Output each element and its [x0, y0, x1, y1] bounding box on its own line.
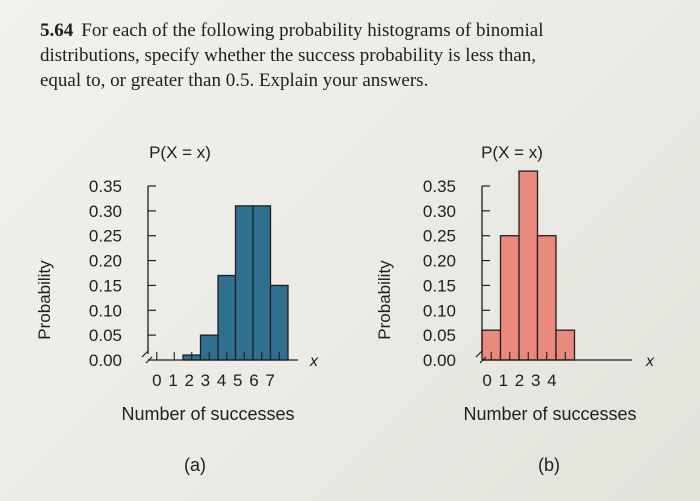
histogram-bar	[269, 284, 289, 361]
histogram-bar	[234, 205, 254, 361]
y-tick-label: 0.15	[423, 276, 456, 295]
problem-text-3: equal to, or greater than 0.5. Explain y…	[40, 70, 429, 91]
problem-number: 5.64	[40, 20, 74, 41]
y-tick-label: 0.35	[89, 177, 122, 196]
y-tick-label: 0.25	[89, 227, 122, 246]
chart-a-y-ticks: 0.00 0.05 0.10 0.15 0.20 0.25 0.30 0.35	[89, 177, 156, 370]
chart-b-xticks: 0 1 2 3 4	[482, 371, 557, 390]
chart-b-xlabel: Number of successes	[463, 404, 636, 424]
y-tick-label: 0.20	[423, 252, 456, 271]
chart-a-ylabel: Probability	[35, 260, 54, 340]
chart-b-y-ticks: 0.00 0.05 0.10 0.15 0.20 0.25 0.30 0.35	[423, 177, 490, 370]
y-tick-label: 0.05	[423, 326, 456, 345]
y-tick-label: 0.10	[89, 301, 122, 320]
histogram-a: P(X = x) Probability 0.00 0.05 0.10 0.15 0.2…	[30, 130, 350, 435]
chart-b-title: P(X = x)	[481, 143, 543, 162]
chart-b-ylabel: Probability	[375, 260, 394, 340]
y-tick-label: 0.05	[89, 326, 122, 345]
caption-a: (a)	[184, 455, 206, 475]
problem-line-1: 5.64 For each of the following probabilit…	[40, 18, 660, 43]
caption-b: (b)	[538, 455, 560, 475]
histogram-bar	[518, 170, 539, 361]
y-tick-label: 0.10	[423, 301, 456, 320]
y-tick-label: 0.30	[423, 202, 456, 221]
histogram-bar	[217, 274, 237, 361]
histogram-b-svg: P(X = x) Probability 0.00 0.05 0.10 0.15 0.2…	[375, 143, 655, 424]
histogram-bar	[536, 235, 557, 361]
y-tick-label: 0.00	[423, 351, 456, 370]
chart-a-xlabel: Number of successes	[121, 404, 294, 424]
y-tick-label: 0.20	[89, 252, 122, 271]
y-tick-label: 0.00	[89, 351, 122, 370]
problem-statement: 5.64 For each of the following probabilit…	[40, 18, 660, 93]
chart-b-axes	[475, 186, 632, 364]
chart-a-x-symbol: x	[309, 353, 319, 370]
chart-a-axes	[141, 186, 298, 364]
problem-text-2: distributions, specify whether the succe…	[40, 45, 537, 66]
y-tick-label: 0.30	[89, 202, 122, 221]
axis-break-mark	[475, 350, 487, 364]
axis-break-mark	[141, 350, 153, 364]
histogram-a-svg: P(X = x) Probability 0.00 0.05 0.10 0.15 0.2…	[35, 143, 319, 424]
problem-text-1: For each of the following probability hi…	[81, 20, 544, 41]
chart-a-title: P(X = x)	[149, 143, 211, 162]
histogram-b: P(X = x) Probability 0.00 0.05 0.10 0.15 0.2…	[370, 130, 690, 435]
histogram-bar	[499, 235, 520, 361]
chart-b-bars	[481, 170, 576, 361]
chart-a-xticks: 0 1 2 3 4 5 6 7	[152, 371, 276, 390]
y-tick-label: 0.15	[89, 276, 122, 295]
y-tick-label: 0.35	[423, 177, 456, 196]
chart-b-x-symbol: x	[645, 353, 655, 370]
histogram-bar	[252, 205, 272, 361]
y-tick-label: 0.25	[423, 227, 456, 246]
chart-a-bars	[182, 205, 289, 361]
